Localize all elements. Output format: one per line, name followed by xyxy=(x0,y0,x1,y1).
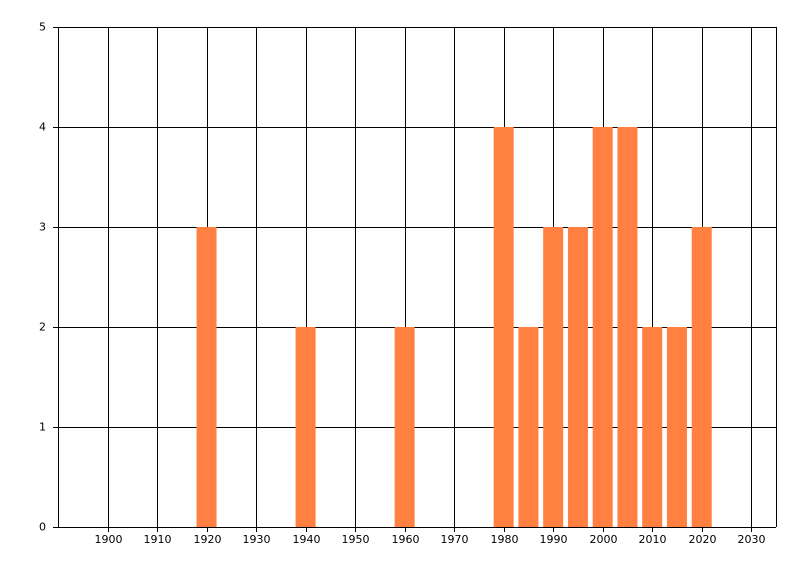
x-tick-label: 1930 xyxy=(243,533,271,546)
y-tick-label: 4 xyxy=(39,121,46,134)
bar xyxy=(543,227,564,527)
x-tick-label: 1990 xyxy=(540,533,568,546)
x-tick-label: 2010 xyxy=(639,533,667,546)
x-tick-label: 1980 xyxy=(491,533,519,546)
bar xyxy=(617,127,638,527)
y-tick-label: 5 xyxy=(39,21,46,34)
bar xyxy=(666,327,687,527)
bar xyxy=(394,327,415,527)
x-tick-label: 1940 xyxy=(293,533,321,546)
bar xyxy=(567,227,588,527)
y-tick-label: 0 xyxy=(39,521,46,534)
x-tick-label: 2020 xyxy=(689,533,717,546)
bar xyxy=(691,227,712,527)
x-tick-label: 1910 xyxy=(144,533,172,546)
bar xyxy=(493,127,514,527)
x-tick-label: 1900 xyxy=(95,533,123,546)
x-tick-label: 1970 xyxy=(441,533,469,546)
x-tick-label: 1960 xyxy=(392,533,420,546)
bar xyxy=(642,327,663,527)
bar xyxy=(518,327,539,527)
y-tick-label: 2 xyxy=(39,321,46,334)
y-tick-label: 1 xyxy=(39,421,46,434)
y-tick-label: 3 xyxy=(39,221,46,234)
x-tick-label: 1920 xyxy=(194,533,222,546)
bar xyxy=(295,327,316,527)
x-tick-label: 2030 xyxy=(738,533,766,546)
bar xyxy=(196,227,217,527)
bar xyxy=(592,127,613,527)
x-tick-label: 1950 xyxy=(342,533,370,546)
x-tick-label: 2000 xyxy=(590,533,618,546)
